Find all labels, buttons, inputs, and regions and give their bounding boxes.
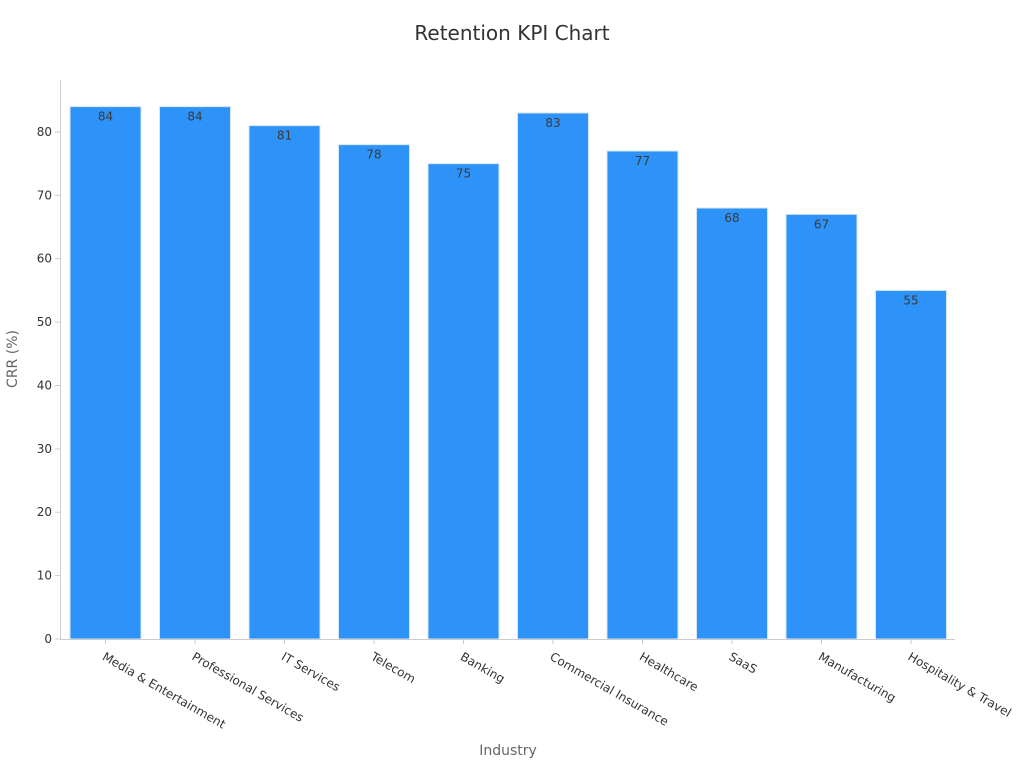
y-tick-label: 70 [37,188,52,202]
bar-data-label: 84 [187,110,202,124]
x-tick-label: Banking [458,649,507,685]
bar [159,106,231,640]
x-tick-label: Healthcare [637,649,701,694]
bar [517,112,589,640]
y-tick-label: 60 [37,252,52,266]
bar-data-label: 75 [456,167,471,181]
bar [338,144,410,640]
x-axis-label: Industry [479,743,537,759]
bar [69,106,142,640]
y-tick-label: 0 [44,632,52,646]
x-tick-label: Manufacturing [816,649,898,705]
bar [427,163,500,640]
bar [606,150,679,640]
bar [696,207,768,640]
x-tick-label: IT Services [279,649,343,694]
y-tick-label: 80 [37,125,52,139]
y-axis-label: CRR (%) [5,330,21,388]
y-tick-label: 10 [37,569,52,583]
x-tick-label: SaaS [727,649,760,676]
bar-data-label: 81 [277,129,292,143]
bar-data-label: 77 [635,154,650,168]
bar-data-label: 67 [814,217,829,231]
chart-title: Retention KPI Chart [414,21,609,45]
y-ticks-group: 0 10 20 30 40 50 60 70 80 [37,125,60,646]
bar-data-label: 83 [545,116,560,130]
bar [248,125,321,640]
bar-data-label: 55 [903,293,918,307]
data-labels-group: 84 84 81 78 75 83 77 68 67 55 [98,110,919,308]
y-tick-label: 30 [37,442,52,456]
x-tick-label: Telecom [368,649,418,686]
y-tick-label: 50 [37,315,52,329]
bar-data-label: 84 [98,110,113,124]
bar-data-label: 68 [724,211,739,225]
x-tick-label: Hospitality & Travel [906,649,1014,720]
y-tick-label: 40 [37,378,52,392]
bar-data-label: 78 [366,148,381,162]
bar [785,213,858,640]
bar [875,289,947,640]
y-tick-label: 20 [37,505,52,519]
bars-group [69,106,947,640]
